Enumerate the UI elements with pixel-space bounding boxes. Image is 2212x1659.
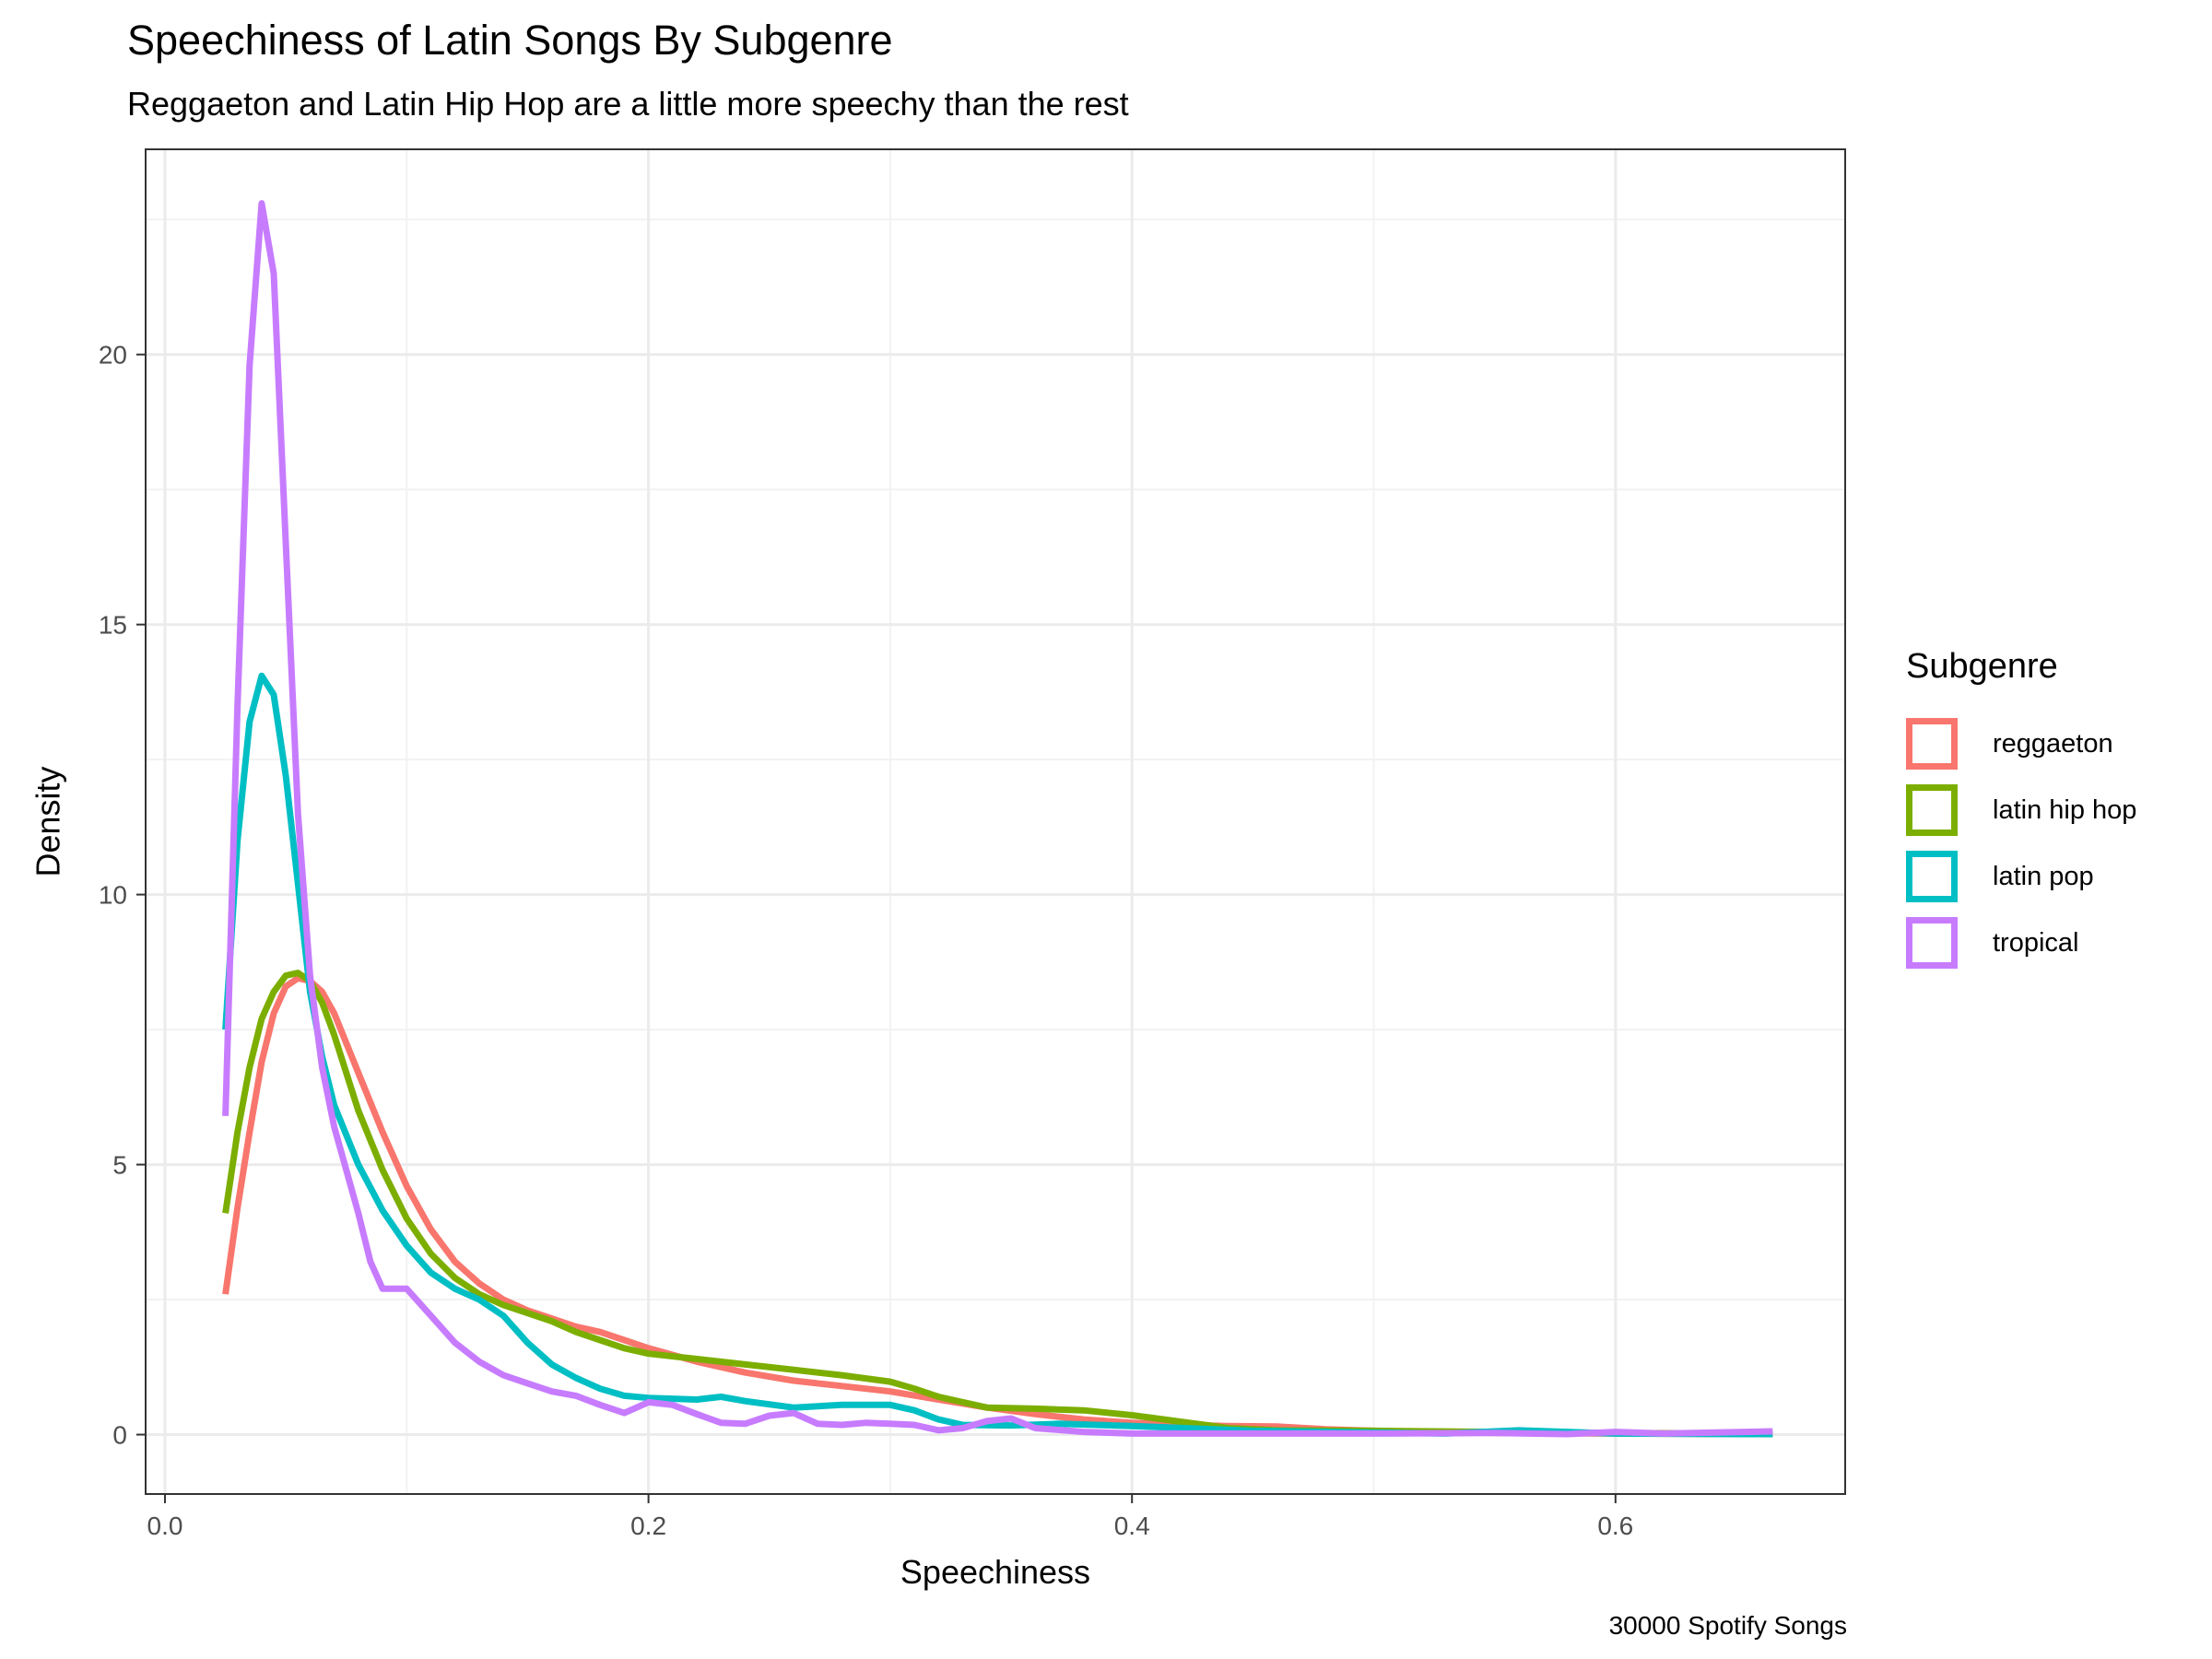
legend: Subgenre reggaeton latin hip hop latin pop… bbox=[1906, 647, 2136, 976]
x-tick-label: 0.4 bbox=[1114, 1512, 1150, 1540]
legend-label-latin-pop: latin pop bbox=[1993, 861, 2094, 891]
plot-panel bbox=[146, 149, 1845, 1494]
legend-label-reggaeton: reggaeton bbox=[1993, 728, 2113, 759]
axes: 0.0 0.2 0.4 0.6 0 5 10 15 20 bbox=[99, 148, 1846, 1540]
x-tick-label: 0.6 bbox=[1597, 1512, 1633, 1540]
legend-key-tropical bbox=[1906, 917, 1958, 969]
series-line-tropical bbox=[222, 200, 1773, 1438]
x-axis-title: Speechiness bbox=[900, 1553, 1090, 1591]
chart-subtitle: Reggaeton and Latin Hip Hop are a little… bbox=[127, 85, 1129, 123]
legend-label-tropical: tropical bbox=[1993, 927, 2079, 958]
legend-key-reggaeton bbox=[1906, 718, 1958, 770]
legend-label-latin-hip-hop: latin hip hop bbox=[1993, 794, 2137, 825]
chart-title: Speechiness of Latin Songs By Subgenre bbox=[127, 17, 893, 64]
chart-caption: 30000 Spotify Songs bbox=[1608, 1611, 1847, 1640]
y-axis-title: Density bbox=[29, 766, 67, 877]
y-tick-label: 10 bbox=[99, 881, 127, 910]
plot-background bbox=[146, 149, 1845, 1494]
y-tick-label: 0 bbox=[112, 1421, 127, 1450]
y-tick-label: 5 bbox=[112, 1151, 127, 1180]
legend-title: Subgenre bbox=[1906, 647, 2058, 686]
y-tick-label: 15 bbox=[99, 611, 127, 640]
series-layer bbox=[222, 200, 1773, 1438]
legend-key-latin-pop bbox=[1906, 851, 1958, 902]
legend-items: reggaeton latin hip hop latin pop tropical bbox=[1906, 711, 2136, 976]
x-tick-label: 0.2 bbox=[630, 1512, 666, 1540]
y-tick-label: 20 bbox=[99, 341, 127, 370]
legend-item-latin-pop: latin pop bbox=[1906, 843, 2136, 910]
legend-item-tropical: tropical bbox=[1906, 910, 2136, 976]
legend-item-latin-hip-hop: latin hip hop bbox=[1906, 777, 2136, 843]
grid-lines bbox=[146, 149, 1845, 1494]
legend-item-reggaeton: reggaeton bbox=[1906, 711, 2136, 777]
x-tick-label: 0.0 bbox=[147, 1512, 183, 1540]
legend-key-latin-hip-hop bbox=[1906, 784, 1958, 836]
panel-border bbox=[145, 148, 1846, 1495]
